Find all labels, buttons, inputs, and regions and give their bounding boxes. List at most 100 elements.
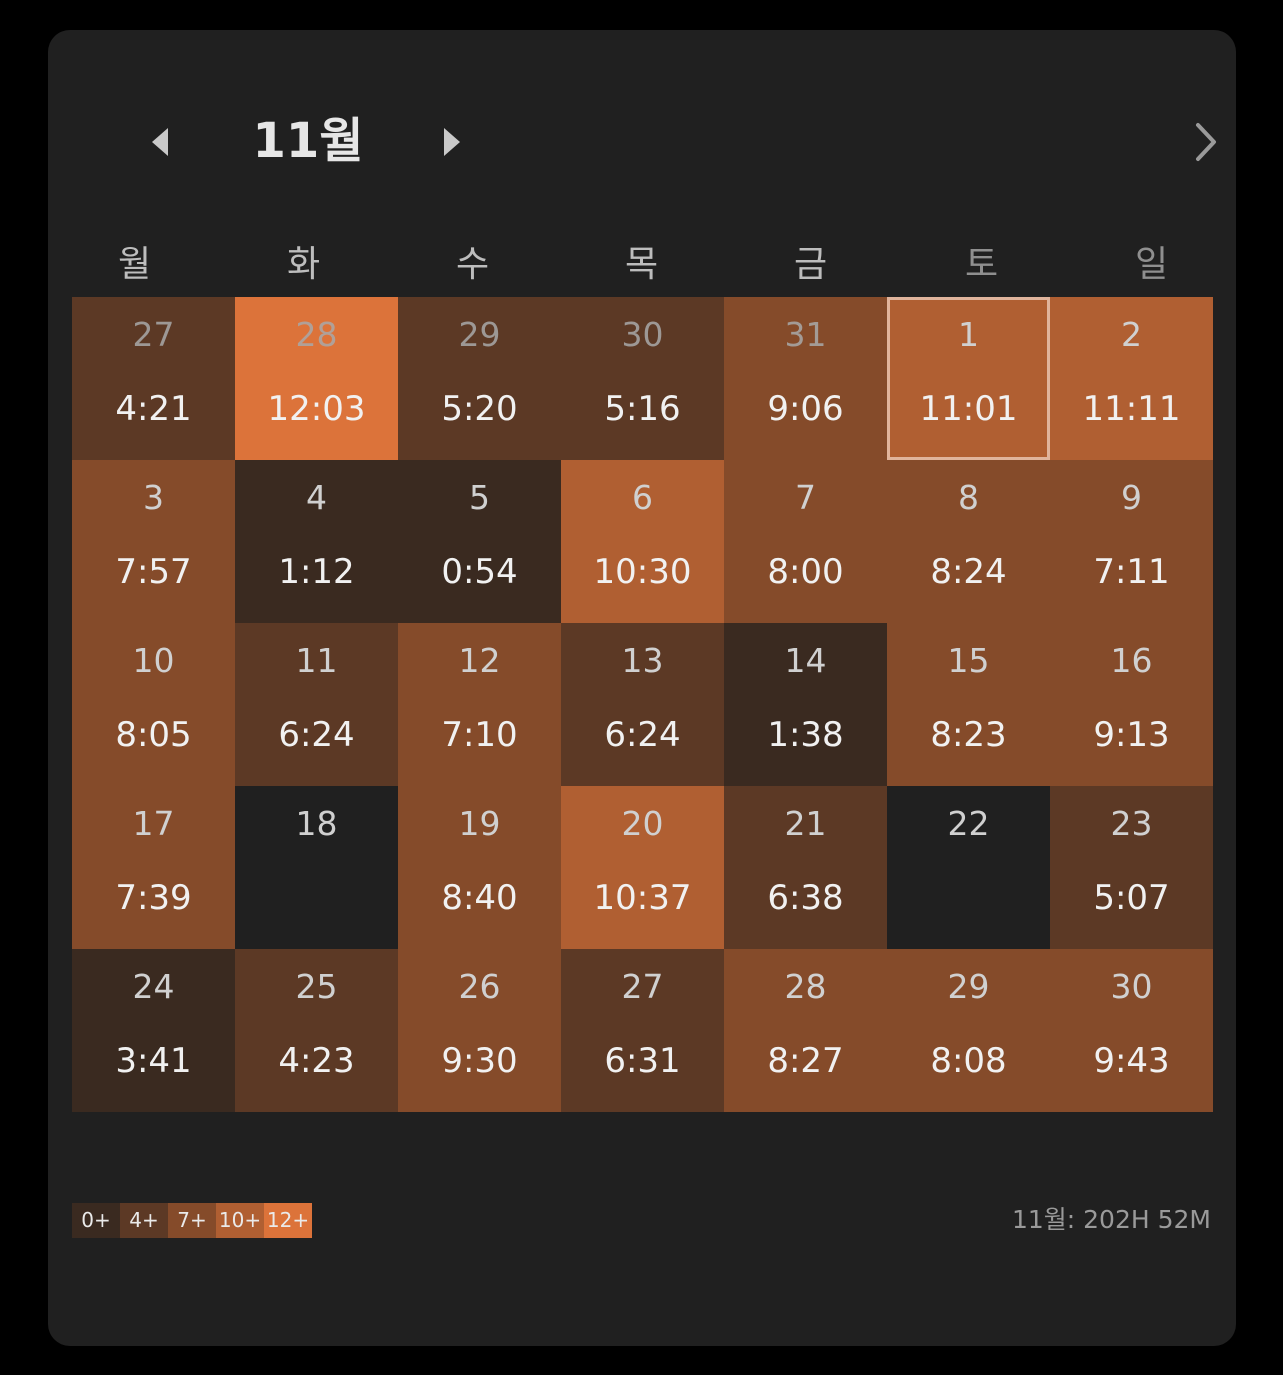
day-number: 9 [1121,478,1142,517]
day-time: 9:30 [441,1041,518,1081]
day-cell[interactable]: 20 10:37 [561,786,724,949]
day-number: 28 [784,967,827,1006]
day-time: 7:10 [441,715,518,755]
day-time: 5:16 [604,389,681,429]
day-time: 7:11 [1093,552,1170,592]
day-time: 0:54 [441,552,518,592]
day-cell[interactable]: 17 7:39 [72,786,235,949]
day-cell[interactable]: 24 3:41 [72,949,235,1112]
day-cell[interactable]: 21 6:38 [724,786,887,949]
day-number: 6 [632,478,653,517]
day-cell[interactable]: 30 9:43 [1050,949,1213,1112]
day-number: 22 [947,804,990,843]
day-cell[interactable]: 18 [235,786,398,949]
legend-item: 0+ [72,1203,120,1238]
forward-button[interactable] [1178,114,1234,170]
day-cell[interactable]: 22 [887,786,1050,949]
day-number: 1 [958,315,979,354]
day-cell[interactable]: 15 8:23 [887,623,1050,786]
day-cell[interactable]: 5 0:54 [398,460,561,623]
day-time: 8:24 [930,552,1007,592]
day-cell[interactable]: 6 10:30 [561,460,724,623]
day-cell[interactable]: 25 4:23 [235,949,398,1112]
day-number: 30 [1110,967,1153,1006]
day-time: 6:38 [767,878,844,918]
legend-item: 10+ [216,1203,264,1238]
month-title: 11월 [252,113,364,169]
calendar-grid: 27 4:21 28 12:03 29 5:20 30 5:16 31 9:06 1 11:01 2 11… [72,297,1213,1112]
day-time: 9:43 [1093,1041,1170,1081]
day-cell[interactable]: 9 7:11 [1050,460,1213,623]
day-cell[interactable]: 14 1:38 [724,623,887,786]
day-number: 12 [458,641,501,680]
day-cell[interactable]: 28 8:27 [724,949,887,1112]
day-number: 7 [795,478,816,517]
day-cell[interactable]: 12 7:10 [398,623,561,786]
weekday-sat: 토 [964,244,999,285]
day-cell[interactable]: 27 4:21 [72,297,235,460]
day-number: 27 [621,967,664,1006]
day-number: 19 [458,804,501,843]
day-cell[interactable]: 3 7:57 [72,460,235,623]
day-cell[interactable]: 29 8:08 [887,949,1050,1112]
day-cell[interactable]: 1 11:01 [887,297,1050,460]
day-time: 3:41 [115,1041,192,1081]
day-cell[interactable]: 7 8:00 [724,460,887,623]
day-number: 24 [132,967,175,1006]
day-cell[interactable]: 28 12:03 [235,297,398,460]
chevron-right-icon [1196,123,1216,161]
day-cell[interactable]: 27 6:31 [561,949,724,1112]
legend-item: 7+ [168,1203,216,1238]
day-time: 8:00 [767,552,844,592]
weekday-mon: 월 [117,244,152,285]
day-time: 1:12 [278,552,355,592]
day-cell[interactable]: 4 1:12 [235,460,398,623]
day-number: 29 [458,315,501,354]
legend-item: 4+ [120,1203,168,1238]
day-time: 5:07 [1093,878,1170,918]
weekday-fri: 금 [793,244,828,285]
next-month-button[interactable] [428,118,476,166]
day-number: 30 [621,315,664,354]
day-number: 27 [132,315,175,354]
day-time: 7:57 [115,552,192,592]
day-time: 6:24 [278,715,355,755]
day-cell[interactable]: 8 8:24 [887,460,1050,623]
day-time: 10:30 [593,552,692,592]
day-number: 13 [621,641,664,680]
day-cell[interactable]: 2 11:11 [1050,297,1213,460]
day-time: 1:38 [767,715,844,755]
day-cell[interactable]: 26 9:30 [398,949,561,1112]
day-time: 4:23 [278,1041,355,1081]
monthly-total: 11월: 202H 52M [1011,1205,1211,1234]
day-cell[interactable]: 19 8:40 [398,786,561,949]
weekday-thu: 목 [624,244,659,285]
day-time: 8:23 [930,715,1007,755]
day-time: 5:20 [441,389,518,429]
day-number: 4 [306,478,327,517]
day-cell[interactable]: 16 9:13 [1050,623,1213,786]
weekday-sun: 일 [1134,244,1169,285]
prev-month-button[interactable] [136,118,184,166]
day-number: 23 [1110,804,1153,843]
day-number: 14 [784,641,827,680]
day-cell[interactable]: 31 9:06 [724,297,887,460]
day-time: 6:31 [604,1041,681,1081]
day-cell[interactable]: 23 5:07 [1050,786,1213,949]
day-number: 25 [295,967,338,1006]
day-number: 10 [132,641,175,680]
day-cell[interactable]: 30 5:16 [561,297,724,460]
day-number: 28 [295,315,338,354]
day-cell[interactable]: 11 6:24 [235,623,398,786]
day-time: 11:11 [1082,389,1181,429]
day-cell[interactable]: 10 8:05 [72,623,235,786]
day-number: 16 [1110,641,1153,680]
day-time: 8:40 [441,878,518,918]
day-time: 6:24 [604,715,681,755]
day-time: 4:21 [115,389,192,429]
weekday-wed: 수 [455,244,490,285]
day-cell[interactable]: 13 6:24 [561,623,724,786]
day-cell[interactable]: 29 5:20 [398,297,561,460]
day-number: 8 [958,478,979,517]
legend-item: 12+ [264,1203,312,1238]
